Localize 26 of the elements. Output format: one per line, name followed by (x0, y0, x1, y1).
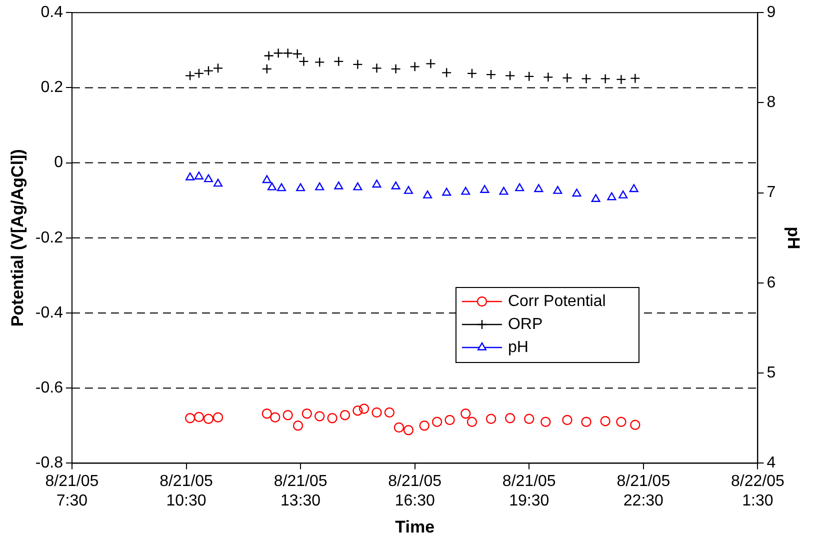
y2-tick-label: 6 (766, 274, 776, 292)
y-tick-label: -0.6 (35, 380, 64, 397)
legend-label: pH (508, 338, 528, 356)
y-tick-label: 0.4 (40, 4, 64, 22)
x-axis-title: Time (395, 517, 435, 536)
y2-axis-title: pH (784, 226, 804, 250)
y-tick-label: -0.2 (35, 229, 64, 246)
x-tick-label: 8/21/05 22:30 (616, 473, 670, 510)
y2-tick-label: 9 (766, 4, 776, 22)
x-tick-label: 8/21/05 7:30 (45, 473, 99, 510)
y2-tick-label: 8 (766, 94, 776, 112)
y-tick-label: 0 (54, 154, 64, 172)
y2-tick-label: 4 (766, 454, 776, 472)
y-tick-label: -0.4 (35, 304, 64, 322)
y-tick-label: -0.8 (35, 454, 64, 472)
y-tick-label: 0.2 (40, 79, 64, 96)
x-tick-label: 8/21/05 19:30 (502, 473, 556, 510)
x-tick-label: 8/21/05 13:30 (274, 473, 328, 510)
legend-label: Corr Potential (508, 292, 606, 310)
y-axis-title: Potential (V[Ag/AgCl]) (8, 149, 27, 327)
y2-tick-label: 5 (766, 364, 776, 382)
x-tick-label: 8/22/05 1:30 (731, 473, 784, 510)
x-tick-label: 8/21/05 10:30 (160, 473, 214, 510)
x-tick-label: 8/21/05 16:30 (388, 473, 442, 510)
legend-label: ORP (508, 316, 543, 333)
y2-tick-label: 7 (766, 184, 776, 202)
